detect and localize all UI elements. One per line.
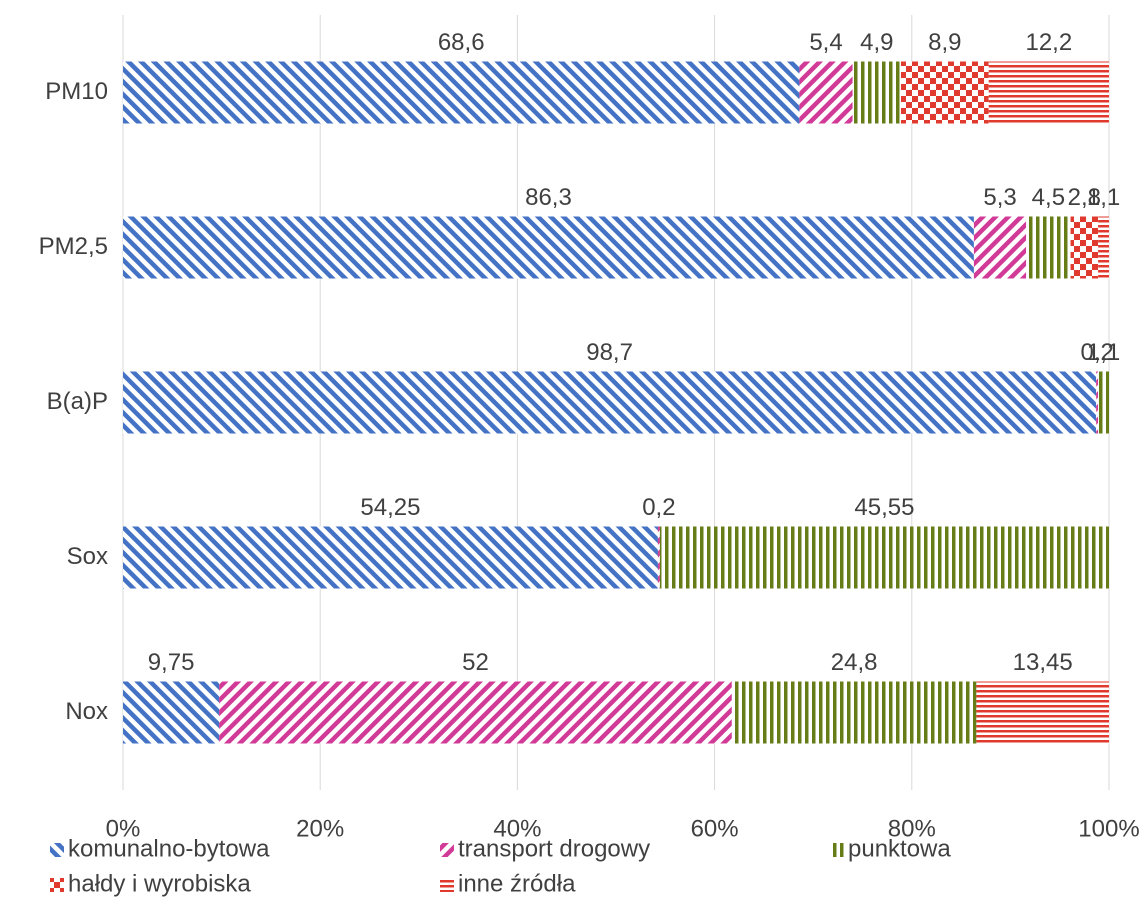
bar-segment (973, 216, 1027, 279)
legend-label: komunalno-bytowa (68, 835, 270, 862)
data-label: 68,6 (438, 29, 485, 56)
bar-segment (123, 61, 800, 124)
bar-segment (123, 371, 1097, 434)
data-label: 8,9 (928, 29, 961, 56)
x-tick-label: 40% (493, 815, 541, 842)
bar-segment (900, 61, 989, 124)
legend-swatch (830, 843, 844, 857)
bar-segment (852, 61, 901, 124)
bar-segment (123, 681, 220, 744)
legend-label: hałdy i wyrobiska (68, 870, 251, 897)
bar-segment (1070, 216, 1099, 279)
data-label: 24,8 (831, 649, 878, 676)
data-label: 13,45 (1013, 649, 1073, 676)
data-label: 12,2 (1025, 29, 1072, 56)
data-label: 86,3 (525, 184, 572, 211)
bar-segment (976, 681, 1109, 744)
bar-segment (659, 526, 1109, 589)
y-tick-label: Nox (65, 698, 108, 725)
data-label: 5,3 (983, 184, 1016, 211)
bar-segment (1096, 371, 1099, 434)
legend-label: punktowa (848, 835, 951, 862)
x-tick-label: 80% (888, 815, 936, 842)
x-tick-label: 0% (106, 815, 141, 842)
bar-segment (1098, 371, 1109, 434)
data-label: 0,2 (1080, 339, 1113, 366)
data-label: 1,1 (1087, 339, 1120, 366)
data-label: 4,5 (1032, 184, 1065, 211)
bar-segment (123, 216, 974, 279)
y-tick-label: PM10 (45, 78, 108, 105)
data-label: 45,55 (854, 494, 914, 521)
bar-segment (657, 526, 660, 589)
y-tick-label: Sox (67, 543, 108, 570)
bar-segment (731, 681, 977, 744)
data-label: 54,25 (360, 494, 420, 521)
bar-segment (1026, 216, 1071, 279)
data-label: 2,8 (1068, 184, 1101, 211)
y-tick-label: PM2,5 (39, 233, 108, 260)
data-label: 9,75 (148, 649, 195, 676)
x-tick-label: 20% (296, 815, 344, 842)
legend-swatch (440, 843, 454, 857)
data-label: 0,2 (642, 494, 675, 521)
bar-segment (988, 61, 1109, 124)
bar-segment (219, 681, 732, 744)
x-tick-label: 100% (1078, 815, 1139, 842)
x-tick-label: 60% (691, 815, 739, 842)
data-label: 1,1 (1087, 184, 1120, 211)
legend-swatch (440, 878, 454, 892)
data-label: 5,4 (809, 29, 842, 56)
data-label: 52 (462, 649, 489, 676)
legend-swatch (50, 878, 64, 892)
legend-swatch (50, 843, 64, 857)
data-label: 4,9 (860, 29, 893, 56)
bar-segment (1098, 216, 1109, 279)
y-tick-label: B(a)P (47, 388, 108, 415)
legend-label: inne źródła (458, 870, 576, 897)
bar-segment (799, 61, 853, 124)
bar-segment (123, 526, 658, 589)
legend-label: transport drogowy (458, 835, 650, 862)
data-label: 98,7 (586, 339, 633, 366)
